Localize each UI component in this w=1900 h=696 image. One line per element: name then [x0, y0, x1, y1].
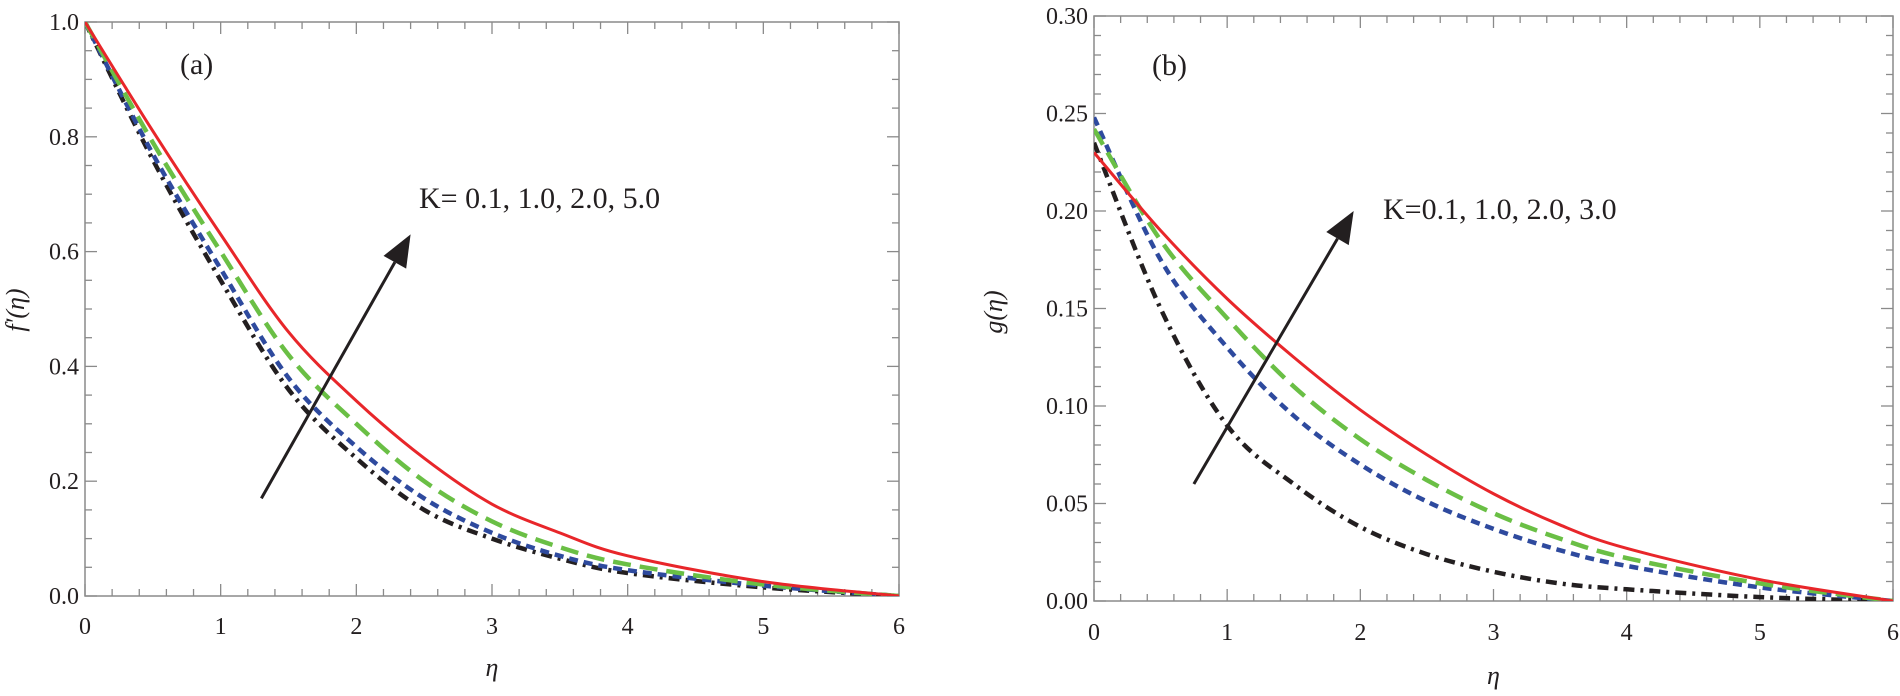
x-tick-label: 3: [1488, 620, 1500, 646]
x-tick-label: 6: [1887, 620, 1899, 646]
series-line-k-2-0: [1094, 127, 1893, 601]
y-tick-label: 0.20: [1046, 199, 1088, 225]
y-tick-label: 0.4: [49, 354, 79, 380]
series-line-k-2-0: [85, 22, 899, 596]
plot-frame: [1093, 15, 1894, 602]
y-tick-label: 0.25: [1046, 102, 1088, 128]
arrow-shaft: [260, 261, 397, 500]
series-line-k-0-1: [1094, 141, 1893, 601]
panel-label: (b): [1152, 49, 1187, 82]
x-tick-label: 2: [350, 614, 362, 640]
arrow-shaft: [1192, 237, 1339, 485]
x-tick-label: 6: [893, 614, 905, 640]
y-tick-label: 0.2: [49, 469, 79, 495]
x-tick-label: 4: [1621, 620, 1633, 646]
x-tick-label: 0: [79, 614, 91, 640]
panel-b: 0 1 2 3 4 5 6 0.00 0.05 0.10 0.15 0.20 0.25 0.30 η g(η)…: [979, 4, 1899, 690]
series-line-k-3-0: [1094, 151, 1893, 601]
arrow-head-icon: [383, 234, 411, 269]
y-tick-label: 0.8: [49, 125, 79, 151]
y-tick-label: 0.30: [1046, 4, 1088, 30]
series-line-k-0-1: [85, 22, 899, 596]
x-axis-label: η: [1487, 661, 1500, 690]
y-tick-label: 0.6: [49, 240, 79, 266]
y-axis-label: f′(η): [1, 288, 30, 331]
panel-a: 0 1 2 3 4 5 6 0.0 0.2 0.4 0.6 0.8 1.0 η f′(η) (a) K= 0.1…: [1, 10, 905, 682]
y-tick-label: 0.05: [1046, 492, 1088, 518]
parameter-annotation: K=0.1, 1.0, 2.0, 3.0: [1383, 193, 1617, 226]
series-line-k-1-0: [1094, 116, 1893, 601]
plot-frame: [84, 21, 900, 597]
y-tick-label: 0.0: [49, 584, 79, 610]
panel-label: (a): [180, 48, 213, 81]
x-tick-label: 3: [486, 614, 498, 640]
y-tick-label: 0.00: [1046, 589, 1088, 615]
y-tick-label: 0.15: [1046, 297, 1088, 323]
x-tick-label: 5: [1754, 620, 1766, 646]
series-line-k-1-0: [85, 22, 899, 596]
arrow-head-icon: [1326, 211, 1354, 246]
x-tick-label: 1: [1221, 620, 1233, 646]
x-tick-label: 2: [1354, 620, 1366, 646]
x-tick-label: 0: [1088, 620, 1100, 646]
x-tick-label: 1: [215, 614, 227, 640]
series-line-k-5-0: [85, 22, 899, 596]
y-tick-label: 1.0: [49, 10, 79, 36]
x-axis-label: η: [486, 653, 499, 682]
y-tick-label: 0.10: [1046, 394, 1088, 420]
parameter-annotation: K= 0.1, 1.0, 2.0, 5.0: [419, 182, 660, 215]
x-tick-label: 5: [757, 614, 769, 640]
x-tick-label: 4: [622, 614, 634, 640]
y-axis-label: g(η): [979, 290, 1008, 333]
